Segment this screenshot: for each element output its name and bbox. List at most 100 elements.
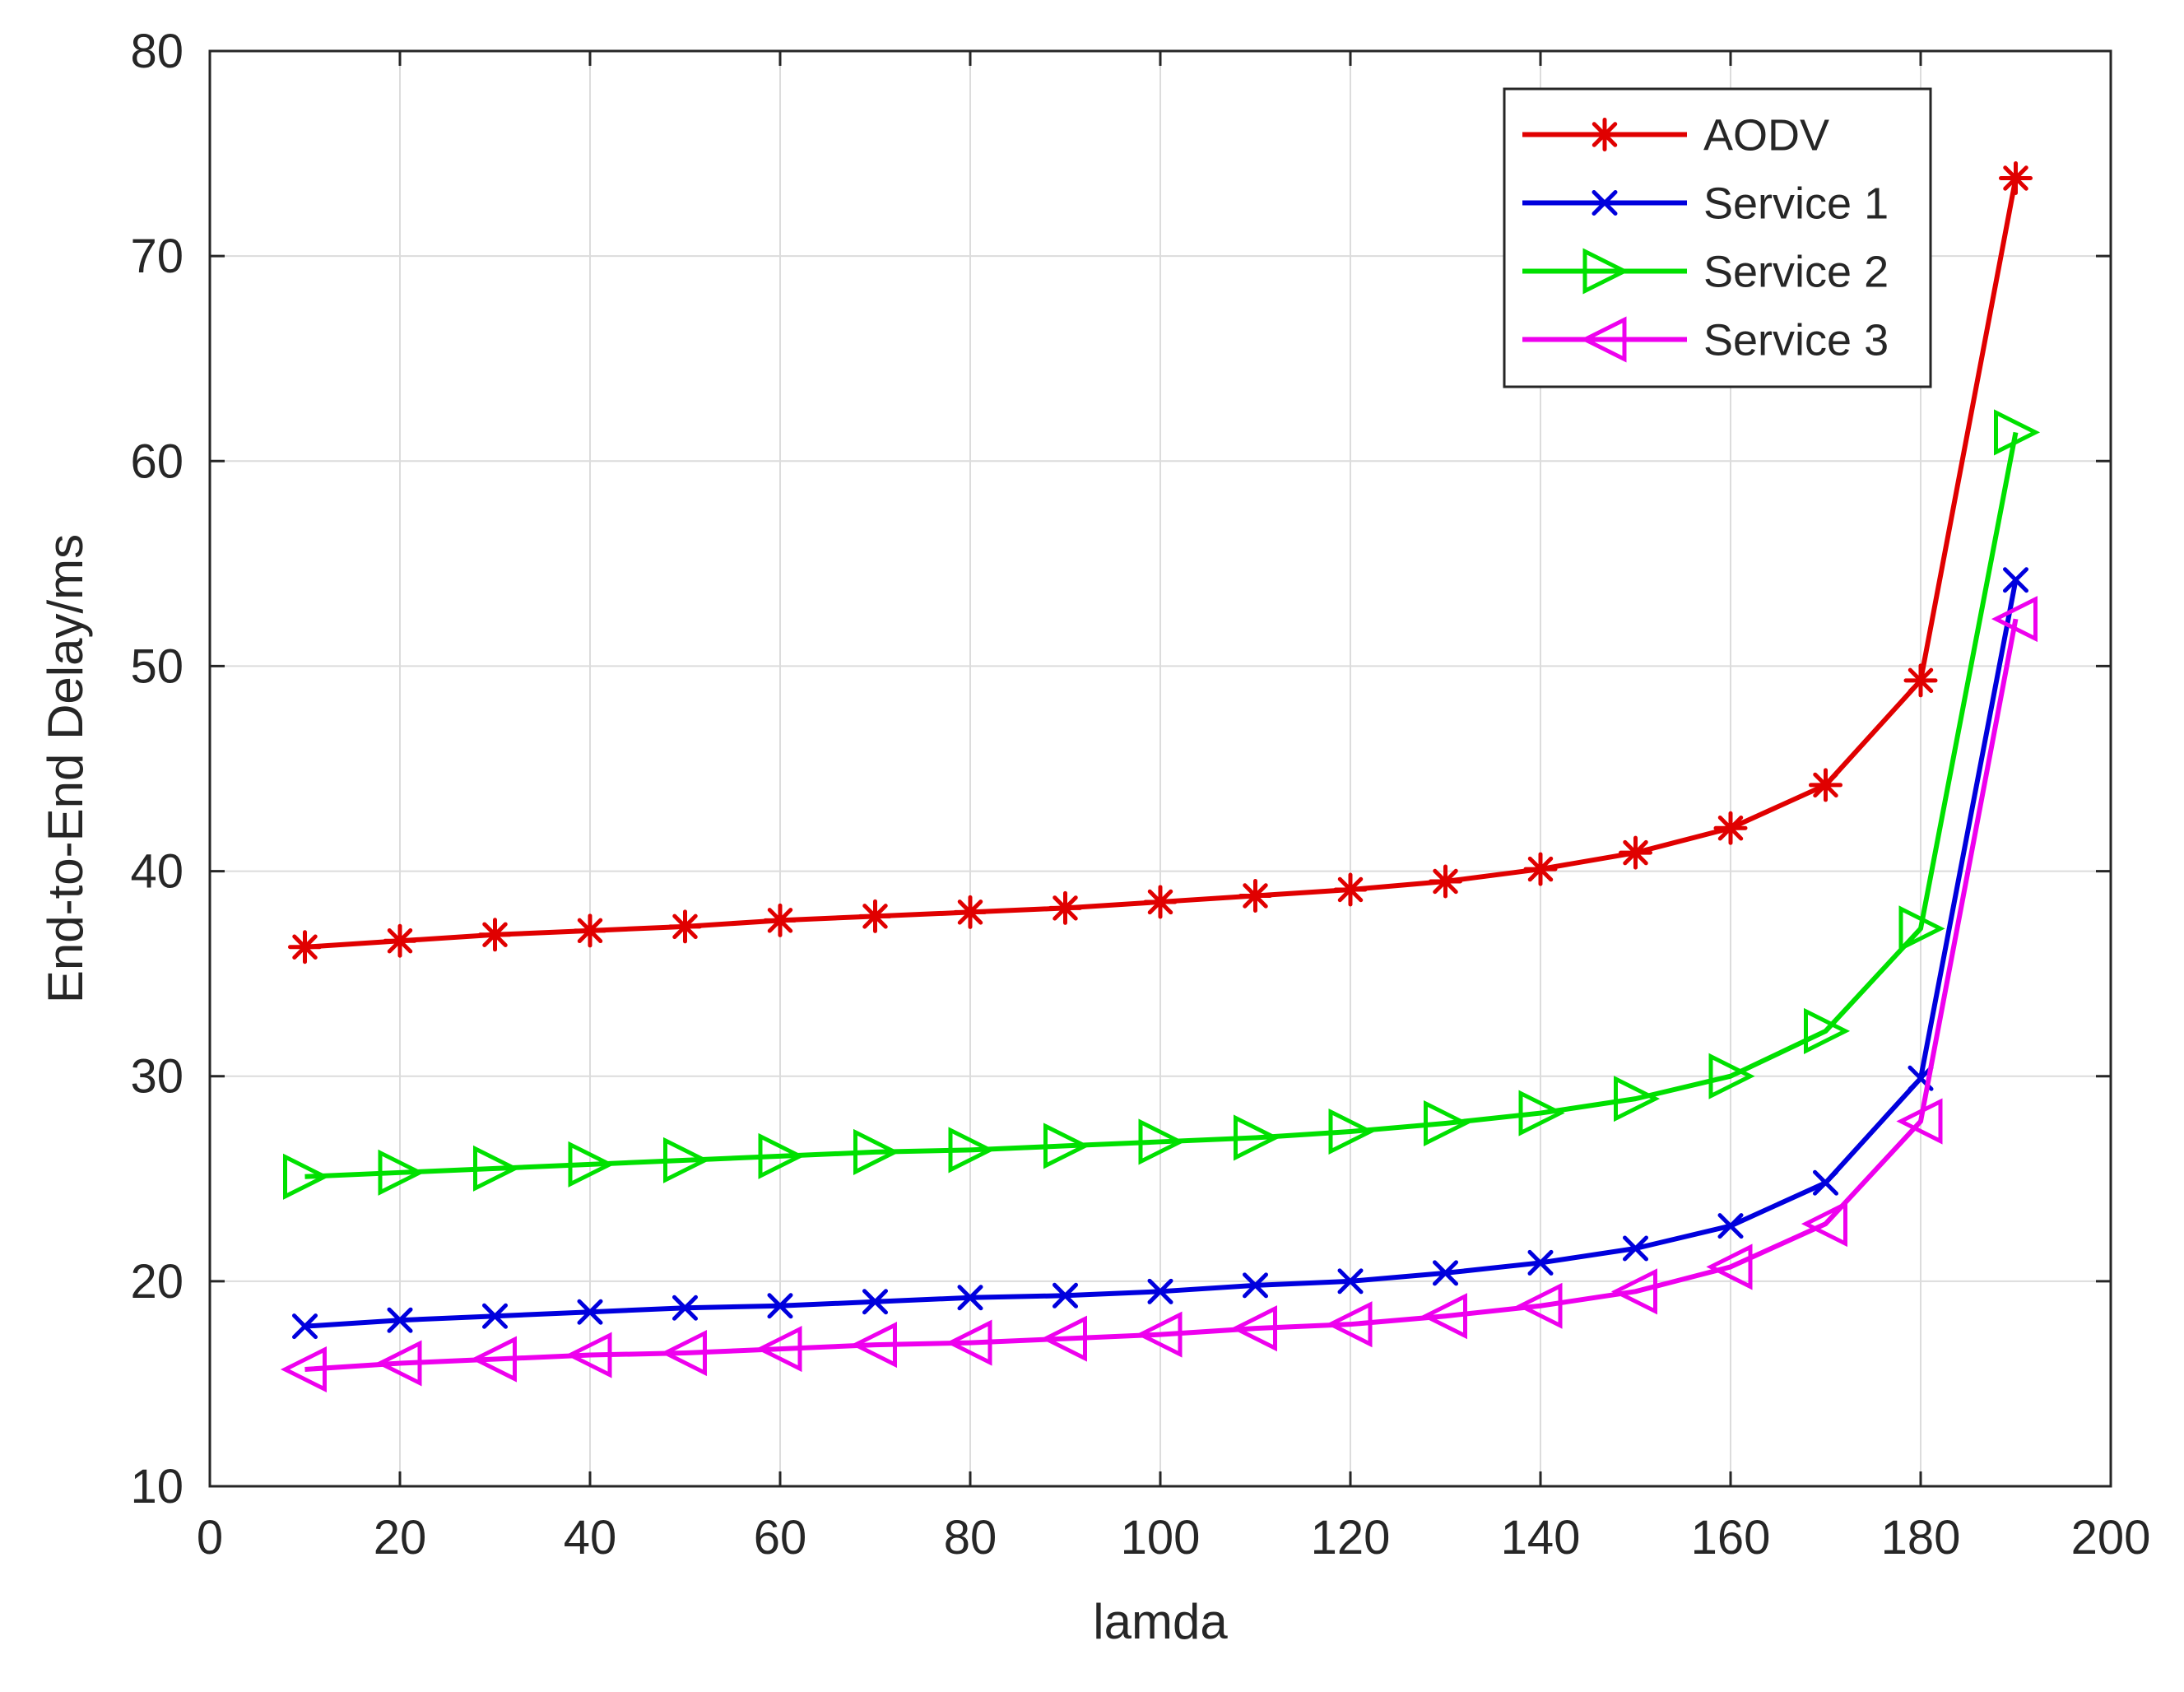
- data-point-service-2: [1234, 1114, 1280, 1161]
- marker-shape: [663, 1137, 710, 1183]
- y-tick-label: 70: [130, 230, 184, 283]
- marker-stroke: [292, 1313, 318, 1340]
- data-point-service-2: [568, 1141, 615, 1188]
- x-tick-label: 180: [1881, 1511, 1961, 1564]
- data-point-service-1: [1147, 1278, 1173, 1304]
- marker-shape: [1518, 1090, 1565, 1137]
- y-tick-label: 50: [130, 639, 184, 693]
- data-point-service-2: [663, 1137, 710, 1183]
- marker-shape: [850, 1322, 897, 1369]
- marker-shape: [1043, 1123, 1090, 1169]
- legend: AODV Service 1 Service 2 Service 3: [1503, 87, 1932, 388]
- data-point-service-1: [482, 1303, 508, 1329]
- data-point-service-2: [1804, 1007, 1851, 1054]
- data-point-aodv: [1999, 160, 2033, 195]
- marker-shape: [1136, 1311, 1183, 1358]
- marker-stroke: [1147, 1278, 1173, 1304]
- marker-shape: [1610, 1268, 1657, 1315]
- marker-shape: [1994, 409, 2041, 456]
- series-line-service-3: [304, 618, 2019, 1372]
- series-line-service-2: [304, 431, 2019, 1179]
- data-point-service-3: [1610, 1268, 1657, 1315]
- legend-item-service-2: Service 2: [1522, 248, 1889, 297]
- data-point-service-1: [1813, 1169, 1838, 1196]
- data-point-service-1: [1053, 1282, 1078, 1309]
- marker-stroke: [1592, 190, 1618, 216]
- marker-stroke: [1243, 883, 1268, 909]
- marker-stroke: [2003, 165, 2028, 191]
- x-tick-label: 100: [1121, 1511, 1201, 1564]
- marker-stroke: [577, 918, 603, 944]
- marker-shape: [568, 1141, 615, 1188]
- data-point-aodv: [1048, 890, 1082, 925]
- x-tick-label: 160: [1691, 1511, 1771, 1564]
- data-point-service-3: [280, 1346, 327, 1393]
- data-point-service-3: [946, 1319, 992, 1366]
- data-point-service-1: [292, 1313, 318, 1340]
- data-point-aodv: [478, 918, 512, 952]
- data-point-service-3: [470, 1336, 517, 1383]
- x-axis-label: lamda: [1093, 1594, 1228, 1649]
- marker-shape: [565, 1332, 612, 1378]
- x-tick-label: 40: [564, 1511, 617, 1564]
- data-point-service-3: [1136, 1311, 1183, 1358]
- data-point-service-3: [1801, 1201, 1847, 1248]
- marker-shape: [1326, 1301, 1373, 1348]
- legend-label: Service 3: [1703, 316, 1889, 365]
- data-point-service-2: [1614, 1076, 1661, 1123]
- marker-shape: [1582, 248, 1629, 295]
- marker-shape: [1614, 1076, 1661, 1123]
- legend-label: Service 1: [1703, 179, 1889, 229]
- data-point-service-2: [1994, 409, 2041, 456]
- marker-shape: [660, 1330, 707, 1377]
- data-point-service-2: [853, 1128, 900, 1175]
- legend-item-aodv: AODV: [1522, 111, 1829, 160]
- marker-shape: [1804, 1007, 1851, 1054]
- marker-stroke: [1623, 839, 1648, 866]
- legend-label: Service 2: [1703, 248, 1889, 297]
- marker-shape: [1580, 316, 1627, 363]
- marker-stroke: [1053, 1282, 1078, 1309]
- marker-stroke: [1527, 856, 1554, 882]
- data-point-service-1: [862, 1289, 888, 1315]
- data-point-service-1: [1623, 1235, 1648, 1262]
- marker-shape: [283, 1153, 330, 1200]
- data-point-service-2: [1898, 905, 1945, 952]
- marker-stroke: [767, 908, 793, 933]
- data-point-service-1: [2003, 567, 2028, 593]
- data-point-service-1: [387, 1307, 413, 1333]
- marker-shape: [1801, 1201, 1847, 1248]
- data-point-aodv: [1713, 811, 1748, 845]
- marker-stroke: [957, 1285, 983, 1311]
- data-point-service-2: [758, 1132, 805, 1179]
- data-point-aodv: [1903, 663, 1938, 698]
- data-point-service-3: [850, 1322, 897, 1369]
- marker-stroke: [2003, 567, 2028, 593]
- marker-stroke: [1717, 1213, 1744, 1239]
- data-point-service-2: [283, 1153, 330, 1200]
- marker-shape: [378, 1149, 425, 1196]
- legend-item-service-3: Service 3: [1522, 316, 1889, 365]
- marker-stroke: [1623, 1235, 1648, 1262]
- legend-marker: [1587, 118, 1622, 151]
- marker-stroke: [862, 1289, 888, 1315]
- data-point-aodv: [383, 923, 417, 958]
- marker-shape: [1991, 596, 2038, 643]
- data-point-aodv: [1333, 872, 1368, 907]
- data-point-aodv: [573, 913, 607, 948]
- x-tick-label: 120: [1311, 1511, 1391, 1564]
- marker-shape: [946, 1319, 992, 1366]
- data-point-service-3: [1706, 1243, 1753, 1290]
- data-point-service-3: [1326, 1301, 1373, 1348]
- data-point-service-3: [1040, 1315, 1087, 1362]
- marker-shape: [948, 1127, 995, 1174]
- series-service-2: [283, 409, 2041, 1200]
- marker-shape: [1328, 1108, 1375, 1155]
- marker-shape: [1516, 1282, 1563, 1329]
- data-point-service-3: [1230, 1305, 1277, 1352]
- marker-stroke: [482, 1303, 508, 1329]
- marker-stroke: [1813, 772, 1838, 798]
- marker-shape: [1424, 1099, 1471, 1147]
- marker-stroke: [862, 904, 888, 929]
- data-point-aodv: [1429, 864, 1462, 899]
